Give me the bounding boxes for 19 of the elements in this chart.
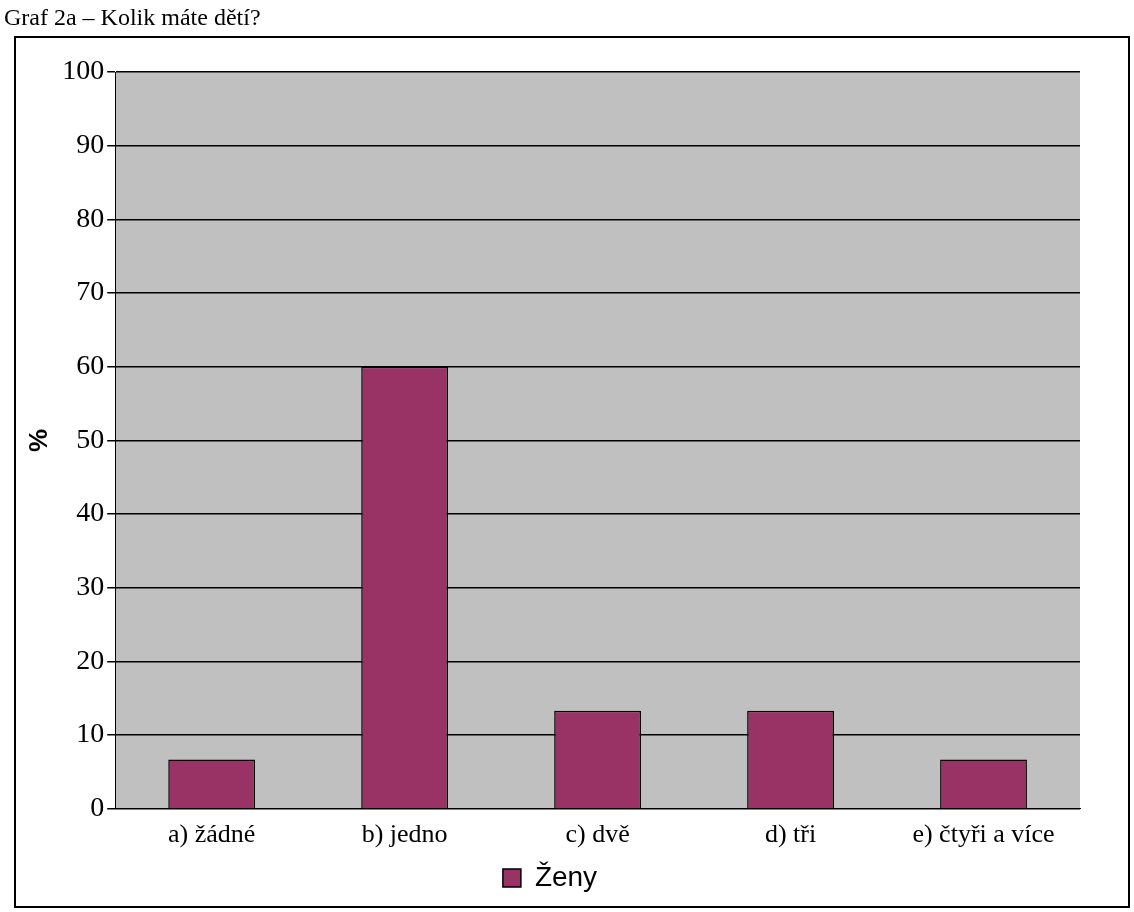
x-tick-label: a) žádné	[168, 819, 256, 849]
y-tick-label: 20	[76, 643, 105, 675]
y-tick-label: 30	[76, 570, 105, 602]
y-tick-label: 50	[76, 422, 105, 454]
y-tick-label: 80	[76, 201, 105, 233]
chart-title: Graf 2a – Kolik máte dětí?	[3, 3, 262, 32]
y-axis-title: %	[22, 428, 53, 452]
y-tick-label: 100	[62, 54, 105, 86]
y-tick-label: 0	[90, 791, 105, 823]
x-tick-label: b) jedno	[361, 819, 448, 849]
y-tick-label: 60	[76, 349, 105, 381]
y-tick-label: 90	[76, 128, 105, 160]
y-tick-label: 10	[76, 717, 105, 749]
x-tick-label: e) čtyři a více	[912, 819, 1055, 849]
x-tick-label: d) tři	[764, 819, 817, 849]
y-tick-label: 70	[76, 275, 105, 307]
legend-label: Ženy	[534, 860, 598, 892]
x-tick-label: c) dvě	[565, 819, 630, 849]
y-tick-label: 40	[76, 496, 105, 528]
